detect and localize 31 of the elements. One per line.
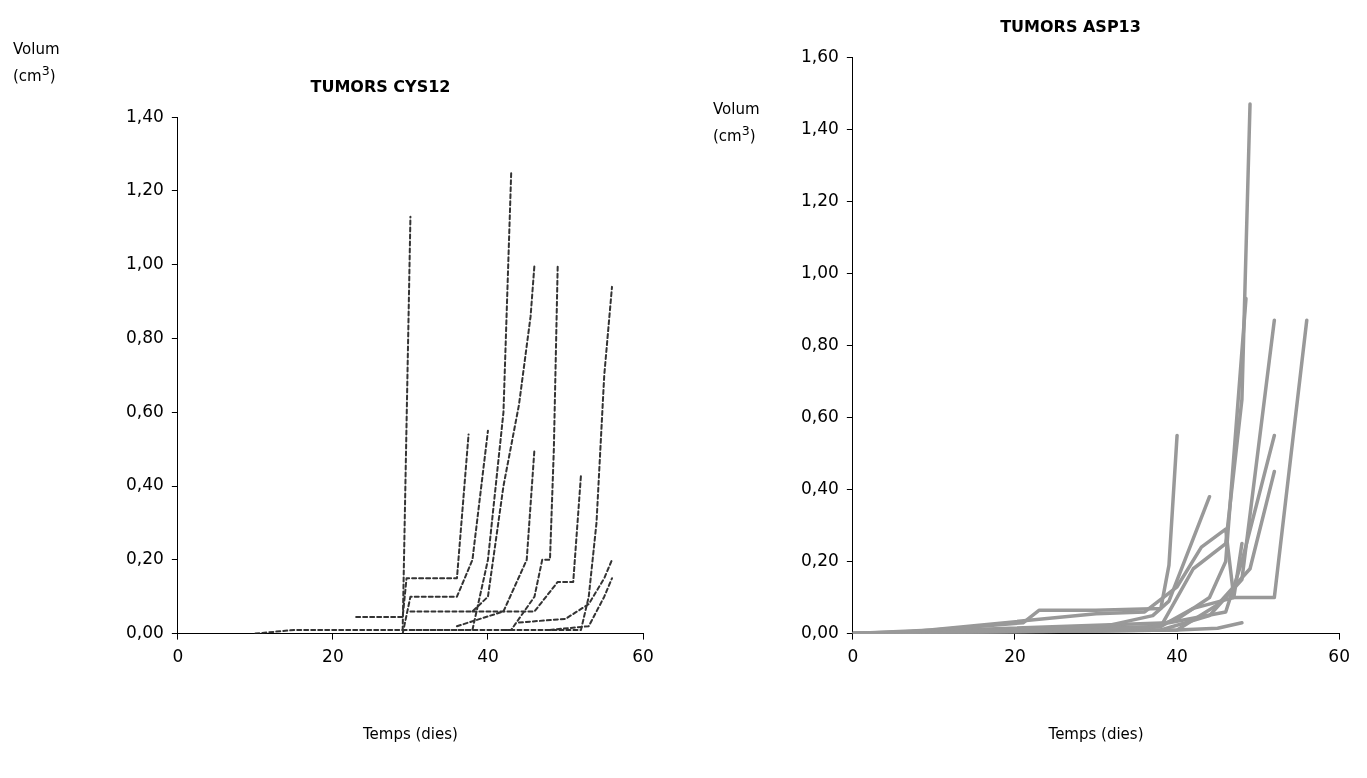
y-tick-label: 0,00 <box>800 622 839 643</box>
y-tick-label: 1,40 <box>125 105 164 126</box>
y-tick-label: 0,80 <box>125 326 164 347</box>
x-tick-label: 20 <box>322 646 344 667</box>
x-axis-title: Temps (dies) <box>361 724 458 743</box>
y-tick-label: 1,60 <box>800 45 839 66</box>
y-tick-label: 0,80 <box>800 333 839 354</box>
x-tick-label: 60 <box>632 646 654 667</box>
x-tick-label: 0 <box>172 646 184 667</box>
y-tick-label: 0,00 <box>125 622 164 643</box>
chart-title: TUMORS CYS12 <box>310 76 451 96</box>
y-tick-label: 0,40 <box>800 477 839 498</box>
y-tick-label: 0,40 <box>125 474 164 495</box>
y-tick-label: 1,00 <box>800 261 839 282</box>
y-tick-label: 1,20 <box>800 189 839 210</box>
x-axis-title: Temps (dies) <box>1047 724 1144 743</box>
y-tick-label: 0,60 <box>125 400 164 421</box>
y-tick-label: 1,00 <box>125 253 164 274</box>
y-axis-title: Volum (cm$^{3}$) <box>13 39 61 87</box>
y-tick-label: 1,40 <box>800 117 839 138</box>
x-tick-label: 60 <box>1328 646 1350 667</box>
x-tick-label: 40 <box>477 646 499 667</box>
x-tick-label: 20 <box>1004 646 1026 667</box>
y-axis-title: Volum (cm$^{3}$) <box>713 99 761 147</box>
y-tick-label: 0,20 <box>800 549 839 570</box>
y-tick-label: 1,20 <box>125 179 164 200</box>
y-tick-label: 0,60 <box>800 405 839 426</box>
chart-title: TUMORS ASP13 <box>1000 16 1141 36</box>
x-tick-label: 0 <box>847 646 859 667</box>
x-tick-label: 40 <box>1166 646 1188 667</box>
y-tick-label: 0,20 <box>125 548 164 569</box>
